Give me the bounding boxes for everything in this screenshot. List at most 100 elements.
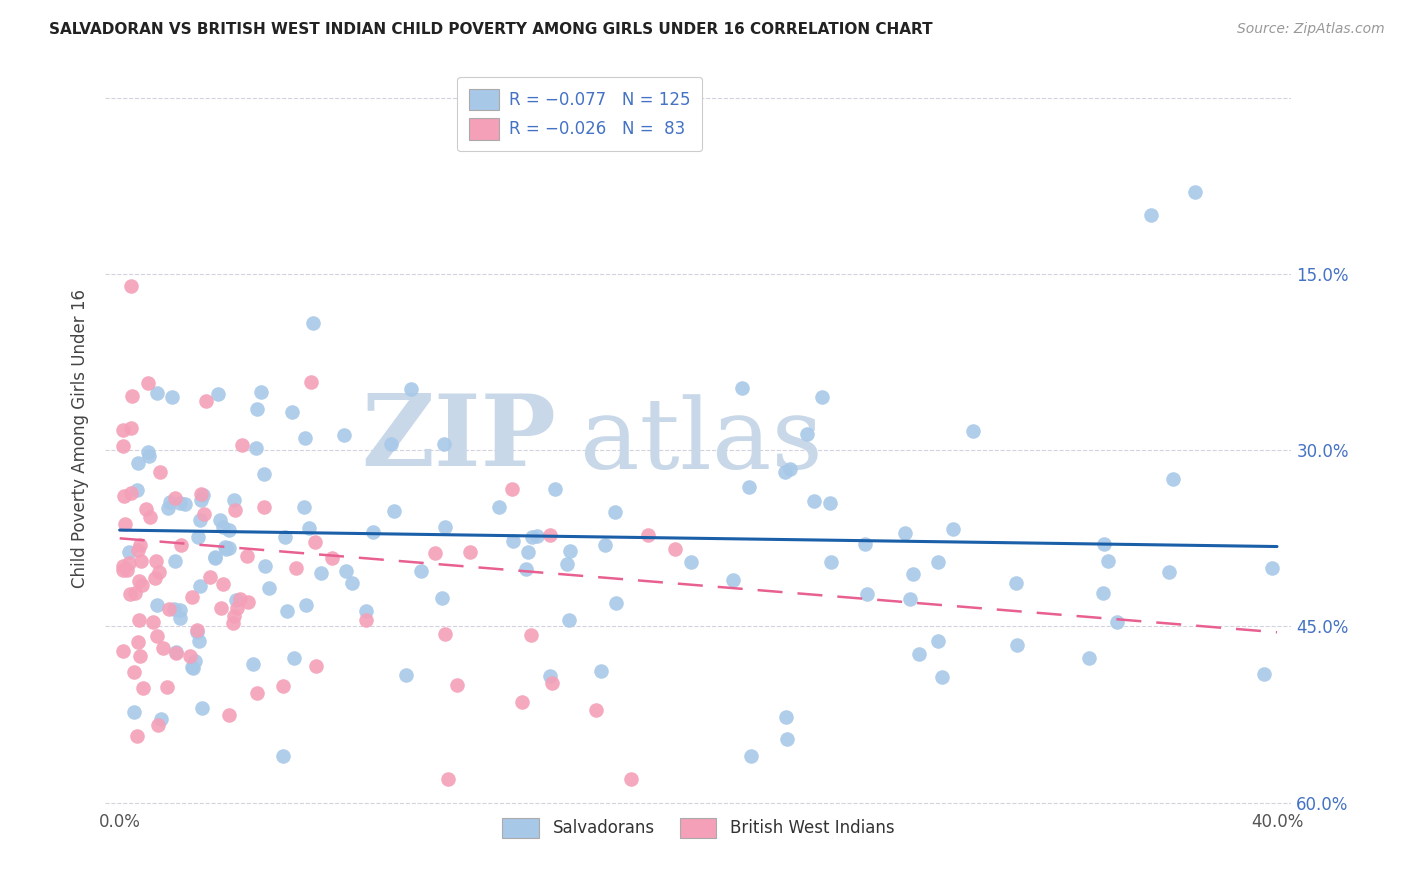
Point [458, 545, 481, 559]
Point [962, 424, 984, 438]
Point [146, 386, 169, 401]
Point [214, 540, 236, 554]
Point [127, 542, 149, 557]
Point [311, 566, 333, 581]
Point [111, 558, 134, 573]
Point [169, 610, 191, 624]
Point [731, 381, 754, 395]
Point [664, 541, 686, 556]
Point [218, 707, 240, 722]
Point [810, 390, 832, 404]
Point [281, 405, 304, 419]
Point [927, 555, 949, 569]
Point [142, 615, 165, 630]
Point [245, 685, 267, 699]
Point [1140, 208, 1163, 222]
Point [294, 431, 316, 445]
Point [211, 601, 233, 615]
Point [292, 500, 315, 514]
Point [173, 497, 195, 511]
Text: ZIP: ZIP [361, 390, 555, 487]
Point [302, 316, 325, 330]
Point [510, 695, 533, 709]
Point [432, 591, 454, 605]
Point [297, 521, 319, 535]
Point [146, 718, 169, 732]
Point [853, 537, 876, 551]
Point [143, 571, 166, 585]
Point [148, 565, 170, 579]
Point [818, 496, 841, 510]
Point [191, 701, 214, 715]
Point [820, 555, 842, 569]
Point [538, 669, 561, 683]
Point [156, 680, 179, 694]
Point [321, 551, 343, 566]
Y-axis label: Child Poverty Among Girls Under 16: Child Poverty Among Girls Under 16 [72, 289, 89, 588]
Point [122, 706, 145, 720]
Point [169, 496, 191, 510]
Point [908, 648, 931, 662]
Point [399, 382, 422, 396]
Point [157, 602, 180, 616]
Point [215, 541, 238, 556]
Point [111, 563, 134, 577]
Point [129, 554, 152, 568]
Point [560, 544, 582, 558]
Point [190, 486, 212, 500]
Point [488, 500, 510, 515]
Point [1159, 565, 1181, 579]
Point [136, 376, 159, 391]
Point [271, 748, 294, 763]
Point [433, 627, 456, 641]
Point [276, 604, 298, 618]
Point [188, 578, 211, 592]
Text: SALVADORAN VS BRITISH WEST INDIAN CHILD POVERTY AMONG GIRLS UNDER 16 CORRELATION: SALVADORAN VS BRITISH WEST INDIAN CHILD … [49, 22, 932, 37]
Point [195, 393, 218, 408]
Point [128, 613, 150, 627]
Point [283, 650, 305, 665]
Point [160, 390, 183, 404]
Point [231, 437, 253, 451]
Point [284, 561, 307, 575]
Point [186, 624, 208, 639]
Point [593, 538, 616, 552]
Point [555, 557, 578, 571]
Point [253, 467, 276, 482]
Point [212, 520, 235, 534]
Point [222, 493, 245, 508]
Point [117, 544, 139, 558]
Point [361, 524, 384, 539]
Point [111, 423, 134, 437]
Point [1097, 554, 1119, 568]
Point [149, 465, 172, 479]
Point [775, 710, 797, 724]
Point [225, 593, 247, 607]
Point [589, 665, 612, 679]
Point [274, 530, 297, 544]
Point [146, 598, 169, 612]
Point [188, 513, 211, 527]
Point [342, 575, 364, 590]
Point [446, 678, 468, 692]
Point [605, 595, 627, 609]
Point [190, 492, 212, 507]
Point [128, 538, 150, 552]
Point [186, 623, 208, 637]
Point [856, 587, 879, 601]
Point [931, 670, 953, 684]
Point [1005, 638, 1028, 652]
Point [1253, 667, 1275, 681]
Point [1184, 185, 1206, 199]
Point [721, 573, 744, 587]
Point [179, 648, 201, 663]
Point [1078, 650, 1101, 665]
Point [165, 491, 187, 505]
Point [238, 595, 260, 609]
Point [114, 517, 136, 532]
Point [776, 732, 799, 747]
Point [128, 648, 150, 663]
Point [271, 679, 294, 693]
Point [136, 445, 159, 459]
Point [212, 577, 235, 591]
